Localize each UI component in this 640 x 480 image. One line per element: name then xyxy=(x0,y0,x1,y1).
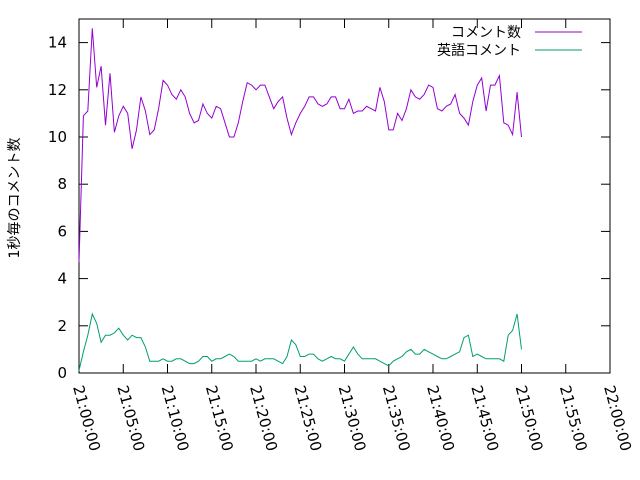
y-tick-label: 8 xyxy=(57,175,67,193)
y-tick-label: 4 xyxy=(57,270,67,288)
legend-label-2: 英語コメント xyxy=(437,42,521,59)
x-tick-label: 21:35:00 xyxy=(379,383,414,453)
legend-label-1: コメント数 xyxy=(451,25,521,41)
series-line-1 xyxy=(78,28,522,263)
plot-frame xyxy=(78,18,611,374)
y-axis-label: 1秒毎のコメント数 xyxy=(7,138,23,259)
x-tick-label: 21:10:00 xyxy=(158,383,193,453)
x-tick-label: 21:25:00 xyxy=(290,383,325,453)
x-tick-label: 21:55:00 xyxy=(556,383,591,453)
y-tick-label: 2 xyxy=(57,317,67,335)
axes: 0 2 4 6 8 10 12 14 21:00:00 21:05:00 21:10:00 21:15… xyxy=(48,18,635,453)
x-tick-label: 21:45:00 xyxy=(467,383,502,453)
x-tick-label: 22:00:00 xyxy=(600,383,635,453)
y-tick-label: 0 xyxy=(57,364,67,382)
series-layer xyxy=(78,28,522,371)
x-tick-label: 21:05:00 xyxy=(113,383,148,453)
series-line-2 xyxy=(78,312,522,371)
x-tick-label: 21:30:00 xyxy=(335,383,370,453)
y-tick-label: 12 xyxy=(48,81,67,99)
x-tick-label: 21:15:00 xyxy=(202,383,237,453)
x-tick-label: 21:50:00 xyxy=(512,383,547,453)
x-tick-label: 21:00:00 xyxy=(69,383,104,453)
x-tick-label: 21:20:00 xyxy=(246,383,281,453)
x-tick-label: 21:40:00 xyxy=(423,383,458,453)
y-tick-label: 6 xyxy=(57,222,67,240)
y-tick-label: 14 xyxy=(48,34,67,52)
y-tick-label: 10 xyxy=(48,128,67,146)
